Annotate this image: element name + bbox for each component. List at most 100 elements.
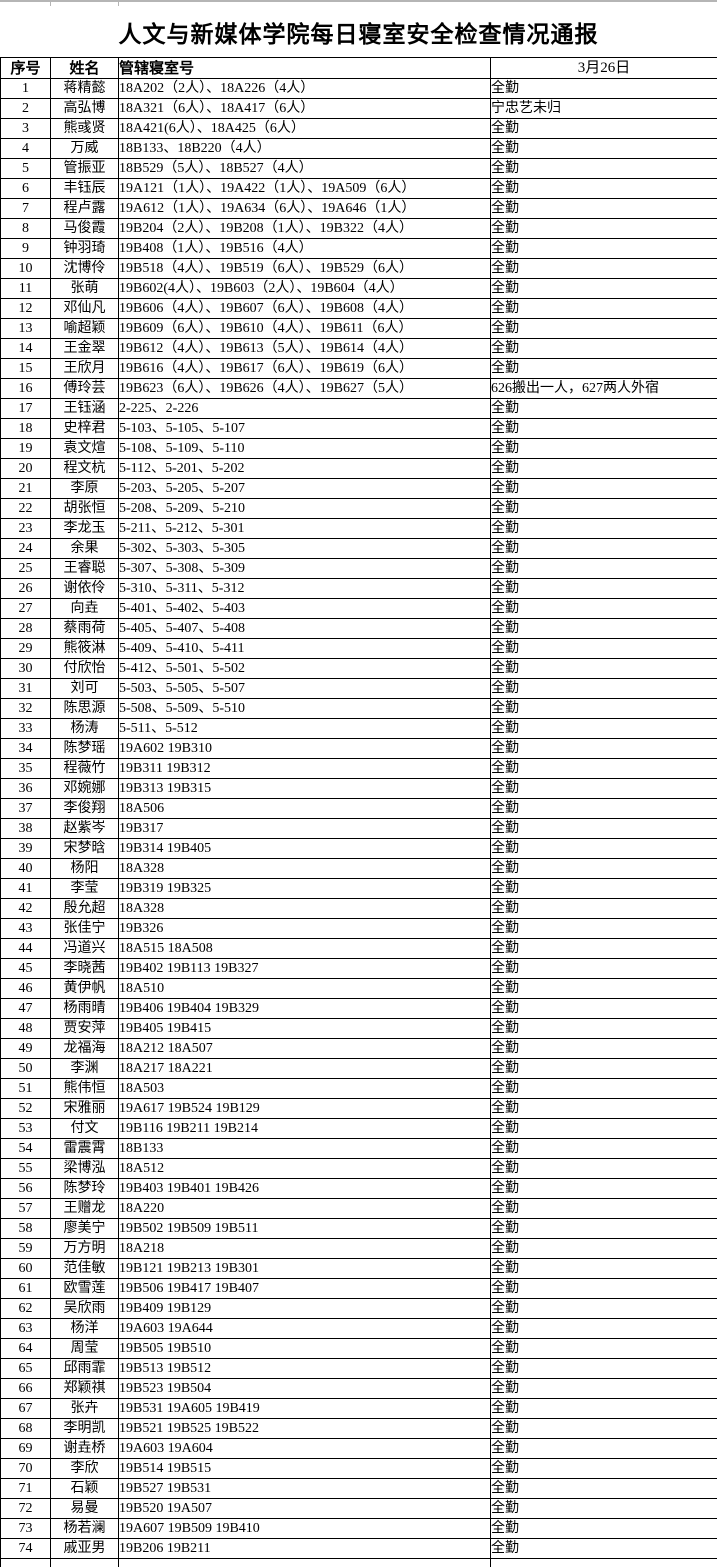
table-row: 19 袁文煊 5-108、5-109、5-110 全勤 xyxy=(0,438,717,459)
cell-rooms: 19B405 19B415 xyxy=(118,1018,491,1039)
cell-rooms: 18A510 xyxy=(118,978,491,999)
cell-index: 30 xyxy=(0,658,51,679)
table-row: 54 雷震霄 18B133 全勤 xyxy=(0,1138,717,1159)
table-row: 30 付欣怡 5-412、5-501、5-502 全勤 xyxy=(0,658,717,679)
cell-index: 68 xyxy=(0,1418,51,1439)
cell-status: 全勤 xyxy=(490,1078,717,1099)
table-row: 15 王欣月 19B616（4人）、19B617（6人）、19B619（6人） … xyxy=(0,358,717,379)
cell-index: 3 xyxy=(0,118,51,139)
cell-status: 全勤 xyxy=(490,418,717,439)
cell-index: 4 xyxy=(0,138,51,159)
cell-index: 32 xyxy=(0,698,51,719)
cell-rooms: 18B133、18B220（4人） xyxy=(118,138,491,159)
table-row: 63 杨洋 19A603 19A644 全勤 xyxy=(0,1318,717,1339)
cell-name: 张佳宁 xyxy=(50,918,119,939)
cell-name: 谢依伶 xyxy=(50,578,119,599)
cell-rooms: 19B408（1人）、19B516（4人） xyxy=(118,238,491,259)
cell-index: 73 xyxy=(0,1518,51,1539)
cell-rooms: 19B612（4人）、19B613（5人）、19B614（4人） xyxy=(118,338,491,359)
cell-name: 沈博伶 xyxy=(50,258,119,279)
cell-index: 23 xyxy=(0,518,51,539)
table-row: 72 易曼 19B520 19A507 全勤 xyxy=(0,1498,717,1519)
table-row: 24 余果 5-302、5-303、5-305 全勤 xyxy=(0,538,717,559)
cell-status: 全勤 xyxy=(490,818,717,839)
cell-status: 全勤 xyxy=(490,738,717,759)
cell-rooms: 19B518（4人）、19B519（6人）、19B529（6人） xyxy=(118,258,491,279)
cell-rooms: 18A328 xyxy=(118,858,491,879)
cell-name: 马俊霞 xyxy=(50,218,119,239)
cell-rooms: 19A602 19B310 xyxy=(118,738,491,759)
table-row: 53 付文 19B116 19B211 19B214 全勤 xyxy=(0,1118,717,1139)
table-row: 57 王赠龙 18A220 全勤 xyxy=(0,1198,717,1219)
cell-rooms: 18A217 18A221 xyxy=(118,1058,491,1079)
table-row: 34 陈梦瑶 19A602 19B310 全勤 xyxy=(0,738,717,759)
cell-index: 71 xyxy=(0,1478,51,1499)
cell-rooms: 19B523 19B504 xyxy=(118,1378,491,1399)
cell-rooms: 19B606（4人）、19B607（6人）、19B608（4人） xyxy=(118,298,491,319)
cell-index: 13 xyxy=(0,318,51,339)
cell-name: 杨洋 xyxy=(50,1318,119,1339)
cell-index: 36 xyxy=(0,778,51,799)
cell-status: 全勤 xyxy=(490,598,717,619)
cell-index: 69 xyxy=(0,1438,51,1459)
cell-rooms: 2-225、2-226 xyxy=(118,398,491,419)
table-row: 58 廖美宁 19B502 19B509 19B511 全勤 xyxy=(0,1218,717,1239)
cell-index: 62 xyxy=(0,1298,51,1319)
table-row: 64 周莹 19B505 19B510 全勤 xyxy=(0,1338,717,1359)
cell-status: 全勤 xyxy=(490,1258,717,1279)
cell-index: 46 xyxy=(0,978,51,999)
table-row: 50 李渊 18A217 18A221 全勤 xyxy=(0,1058,717,1079)
table-row: 7 程卢露 19A612（1人）、19A634（6人）、19A646（1人） 全… xyxy=(0,198,717,219)
cell-status: 全勤 xyxy=(490,398,717,419)
table-row: 39 宋梦晗 19B314 19B405 全勤 xyxy=(0,838,717,859)
cell-name: 高弘博 xyxy=(50,98,119,119)
cell-name: 熊伟恒 xyxy=(50,1078,119,1099)
cell-rooms: 19B403 19B401 19B426 xyxy=(118,1178,491,1199)
cell-status: 全勤 xyxy=(490,258,717,279)
cell-name: 张卉 xyxy=(50,1398,119,1419)
table-row: 42 殷允超 18A328 全勤 xyxy=(0,898,717,919)
cell-name: 李龙玉 xyxy=(50,518,119,539)
cell-name: 陈梦玲 xyxy=(50,1178,119,1199)
table-row: 33 杨涛 5-511、5-512 全勤 xyxy=(0,718,717,739)
cell-index: 24 xyxy=(0,538,51,559)
cell-index: 50 xyxy=(0,1058,51,1079)
cell-status: 全勤 xyxy=(490,1378,717,1399)
cell-name: 李欣 xyxy=(50,1458,119,1479)
table-row: 35 程薇竹 19B311 19B312 全勤 xyxy=(0,758,717,779)
cell-index: 34 xyxy=(0,738,51,759)
table-row: 60 范佳敏 19B121 19B213 19B301 全勤 xyxy=(0,1258,717,1279)
cell-rooms: 18A512 xyxy=(118,1158,491,1179)
cell-rooms: 19B505 19B510 xyxy=(118,1338,491,1359)
cell-name: 邓仙凡 xyxy=(50,298,119,319)
cell-index: 74 xyxy=(0,1538,51,1559)
table-row: 62 吴欣雨 19B409 19B129 全勤 xyxy=(0,1298,717,1319)
table-row: 61 欧雪莲 19B506 19B417 19B407 全勤 xyxy=(0,1278,717,1299)
cell-rooms: 19B609（6人）、19B610（4人）、19B611（6人） xyxy=(118,318,491,339)
cell-rooms: 5-203、5-205、5-207 xyxy=(118,478,491,499)
cell-status: 全勤 xyxy=(490,578,717,599)
cell-index: 37 xyxy=(0,798,51,819)
cell-status: 全勤 xyxy=(490,138,717,159)
cell-rooms: 19A603 19A644 xyxy=(118,1318,491,1339)
table-row: 26 谢依伶 5-310、5-311、5-312 全勤 xyxy=(0,578,717,599)
cell-name: 王钰涵 xyxy=(50,398,119,419)
cell-rooms: 18A321（6人）、18A417（6人） xyxy=(118,98,491,119)
cell-status: 全勤 xyxy=(490,958,717,979)
cell-status: 全勤 xyxy=(490,878,717,899)
cell-name: 赵紫岑 xyxy=(50,818,119,839)
inspection-table: 序号 姓名 管辖寝室号 3月26日 1 蒋精懿 18A202（2人）、18A22… xyxy=(0,57,717,1567)
cell-index: 10 xyxy=(0,258,51,279)
cell-status: 全勤 xyxy=(490,678,717,699)
cell-index: 9 xyxy=(0,238,51,259)
cell-status: 全勤 xyxy=(490,918,717,939)
cell-name: 杨若澜 xyxy=(50,1518,119,1539)
table-row: 69 谢垚桥 19A603 19A604 全勤 xyxy=(0,1438,717,1459)
cell-name: 李莹 xyxy=(50,878,119,899)
cell-name: 余果 xyxy=(50,538,119,559)
table-row: 37 李俊翔 18A506 全勤 xyxy=(0,798,717,819)
cell-rooms: 19B602(4人）、19B603（2人）、19B604（4人） xyxy=(118,278,491,299)
cell-status: 全勤 xyxy=(490,1498,717,1519)
cell-name: 史梓君 xyxy=(50,418,119,439)
table-row: 52 宋雅丽 19A617 19B524 19B129 全勤 xyxy=(0,1098,717,1119)
